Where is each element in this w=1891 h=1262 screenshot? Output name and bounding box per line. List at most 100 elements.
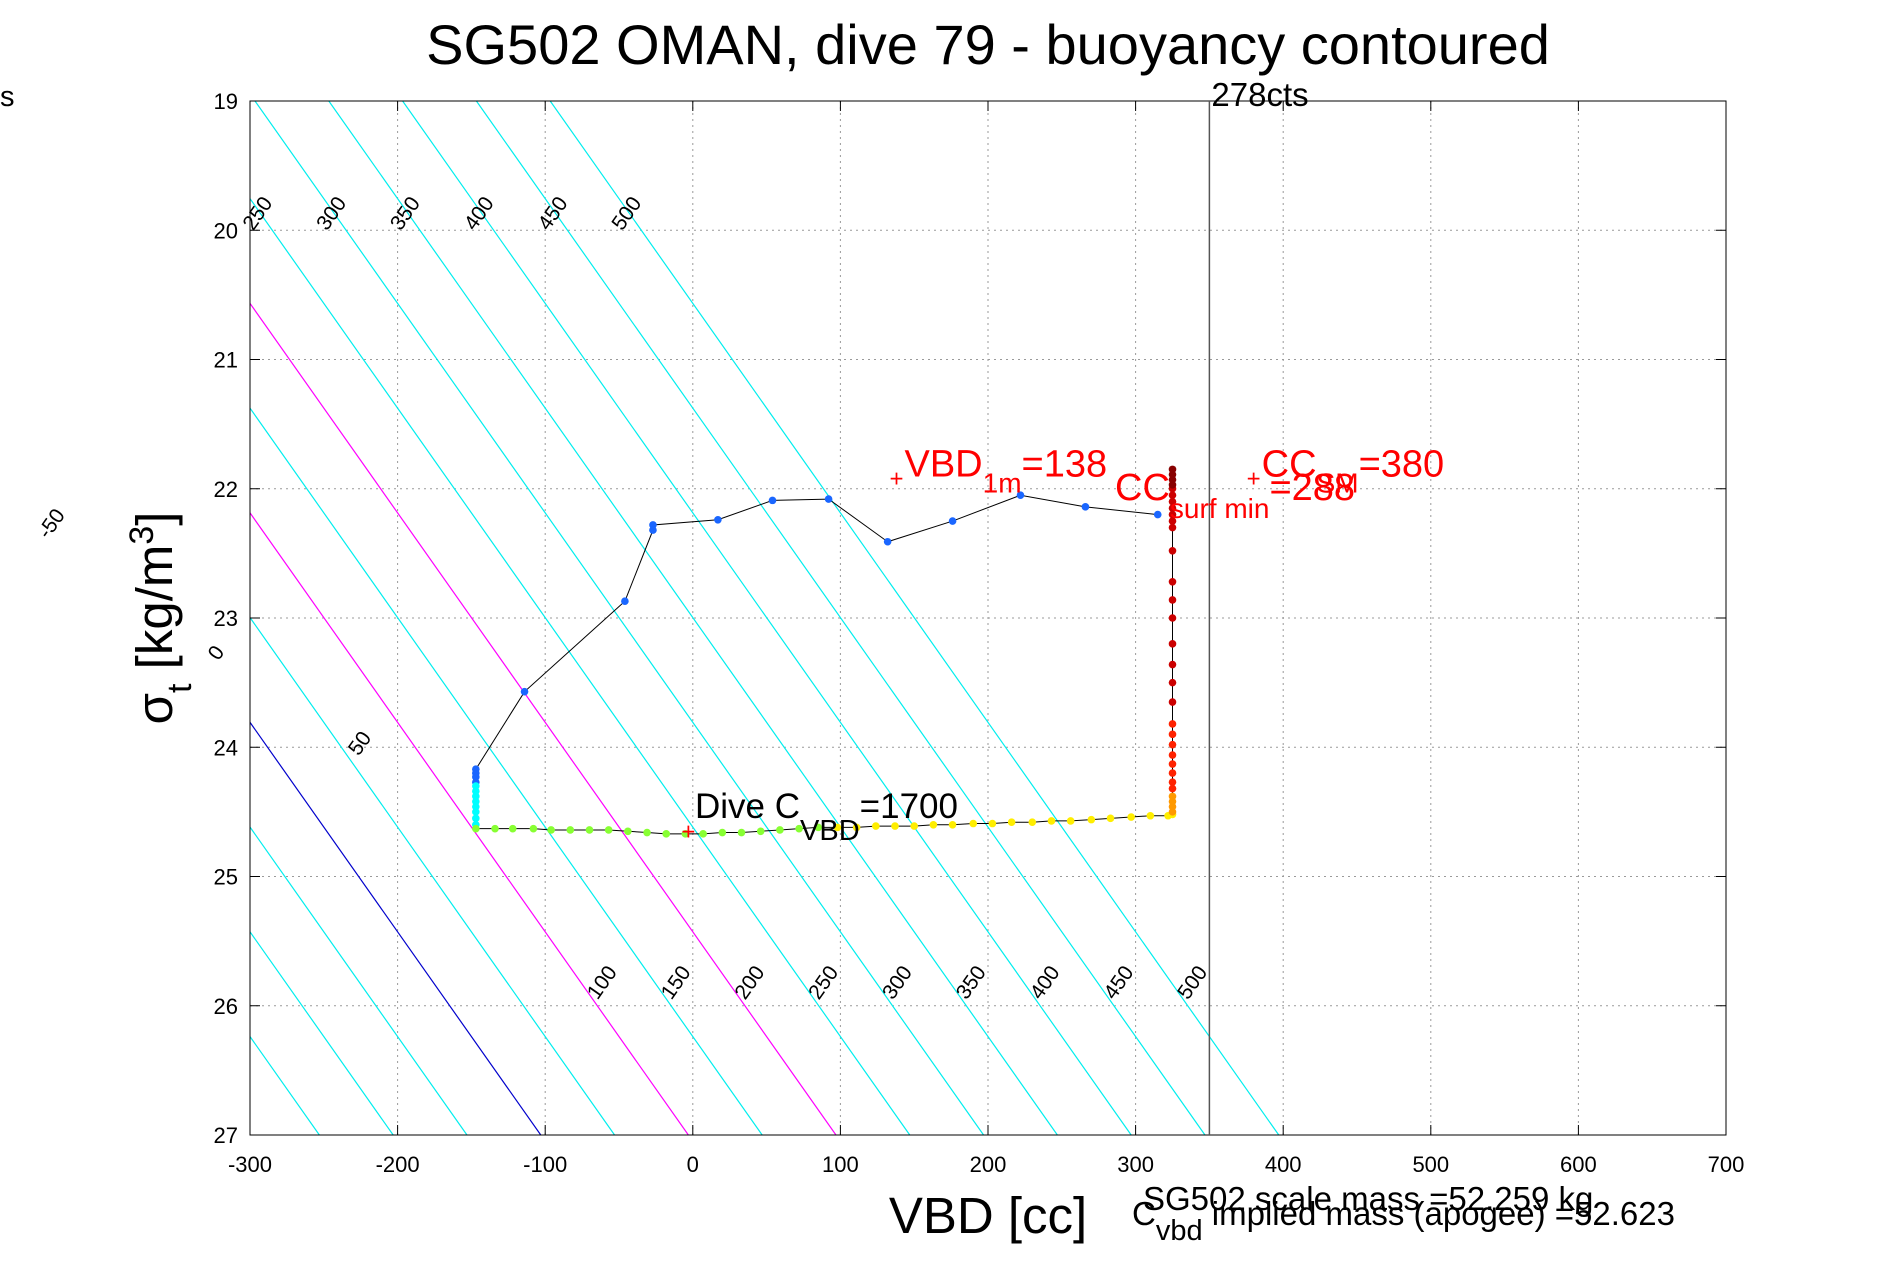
- dive-point: [1168, 497, 1177, 506]
- dive-point: [604, 826, 613, 834]
- dive-point: [833, 823, 842, 832]
- contour-line: [254, 101, 985, 1135]
- dive-point: [566, 826, 575, 834]
- dive-point: [1168, 778, 1177, 786]
- dive-point: [1168, 678, 1177, 687]
- dive-point: [814, 823, 823, 832]
- dive-point: [824, 495, 833, 503]
- implied-mass-tail: implied mass (apogee) =52.623: [1203, 1195, 1675, 1232]
- apogee-marker: +: [681, 818, 695, 845]
- dive-point: [1168, 546, 1177, 555]
- contour-line: [250, 511, 689, 1135]
- dive-point: [737, 828, 746, 837]
- contour-line: [402, 101, 1132, 1135]
- y-axis-label: σt [kg/m3]: [123, 512, 199, 725]
- y-tick-label: 20: [214, 218, 238, 243]
- dive-cvbd-label: Dive CVBD=1700: [695, 787, 958, 847]
- y-axis-label-close: ]: [126, 512, 183, 526]
- dive-point: [681, 830, 690, 838]
- dive-point: [1106, 814, 1115, 823]
- contour-line: [549, 101, 1280, 1135]
- dive-point: [1007, 818, 1016, 827]
- dive-point: [472, 808, 480, 816]
- dive-point: [969, 819, 978, 828]
- dive-point: [883, 537, 892, 546]
- scale-mass-label: SG502 scale mass =52.259 kg: [1143, 1180, 1593, 1217]
- dive-point: [1168, 760, 1177, 768]
- dive-point: [1168, 730, 1177, 739]
- dive-point: [776, 826, 784, 834]
- x-tick-label: -300: [228, 1152, 272, 1177]
- dive-point: [1168, 640, 1177, 648]
- dive-point: [1168, 578, 1177, 586]
- x-tick-label: 400: [1265, 1152, 1302, 1177]
- contour-line: [250, 197, 911, 1135]
- dive-point: [948, 821, 957, 829]
- vbd-limit-line: 278cts: [1208, 76, 1309, 1135]
- y-tick-label: 26: [214, 994, 238, 1019]
- x-tick-label: -200: [376, 1152, 420, 1177]
- dive-point: [929, 821, 938, 829]
- corner-label: s: [0, 81, 15, 113]
- x-axis-label: VBD [cc]: [889, 1187, 1087, 1244]
- contour-line: [250, 302, 837, 1135]
- dive-point: [910, 822, 918, 830]
- dive-point: [1168, 504, 1177, 512]
- dive-point: [472, 814, 480, 823]
- dive-point: [756, 827, 765, 836]
- dive-point: [699, 830, 707, 838]
- y-axis-label-base: σ: [126, 693, 183, 724]
- dive-point: [1016, 491, 1025, 500]
- dive-point: [1168, 614, 1177, 622]
- contour-line: [250, 930, 394, 1135]
- dive-point: [1168, 720, 1177, 728]
- dive-point: [621, 597, 629, 605]
- y-tick-label: 27: [214, 1123, 238, 1148]
- dive-point: [624, 827, 632, 836]
- contour-line: [250, 826, 468, 1135]
- dive-point: [872, 822, 880, 830]
- dive-point: [1066, 817, 1075, 825]
- x-tick-label: 200: [970, 1152, 1007, 1177]
- dive-point: [585, 826, 594, 834]
- contour-line: [328, 101, 1058, 1135]
- marker-label: CCSM=380: [1262, 443, 1444, 498]
- y-tick-label: 22: [214, 477, 238, 502]
- y-tick-label: 23: [214, 606, 238, 631]
- x-tick-label: 0: [687, 1152, 699, 1177]
- x-tick-label: 500: [1412, 1152, 1449, 1177]
- dive-point: [1168, 784, 1177, 793]
- y-tick-label: 21: [214, 348, 238, 373]
- contour-line: [475, 101, 1206, 1135]
- y-tick-label: 25: [214, 865, 238, 890]
- dive-point: [1168, 517, 1177, 525]
- dive-point: [1087, 815, 1096, 824]
- dive-series: [472, 465, 1177, 838]
- implied-mass-label: Cvbd implied mass (apogee) =52.623: [1132, 1195, 1675, 1247]
- dive-point: [1168, 792, 1177, 801]
- x-tick-label: -100: [523, 1152, 567, 1177]
- axis-ticks: -300 -200 -100 0 100 200 300 400 500 600 700 19 20 21…: [214, 89, 1745, 1177]
- marker-cross: +: [1247, 465, 1261, 492]
- dive-point: [891, 822, 899, 830]
- dive-point: [662, 830, 671, 838]
- dive-point: [1168, 740, 1177, 749]
- vbd-limit-label: 278cts: [1211, 76, 1308, 113]
- y-tick-label: 24: [214, 735, 238, 760]
- dive-point: [547, 826, 555, 834]
- cc-surf-min-label: CCsurf min=288: [1115, 467, 1355, 524]
- y-axis-label-unit: [kg/m: [126, 545, 183, 684]
- dive-point: [768, 496, 777, 505]
- dive-point: [1127, 813, 1135, 821]
- dive-point: [508, 824, 517, 833]
- dive-point: [948, 517, 957, 525]
- y-tick-label: 19: [214, 89, 238, 114]
- dive-point: [1168, 751, 1177, 759]
- dive-point: [1168, 465, 1177, 474]
- chart-title: SG502 OMAN, dive 79 - buoyancy contoured: [426, 13, 1550, 76]
- dive-point: [643, 828, 651, 837]
- marker-label: VBD1m=138: [904, 443, 1107, 498]
